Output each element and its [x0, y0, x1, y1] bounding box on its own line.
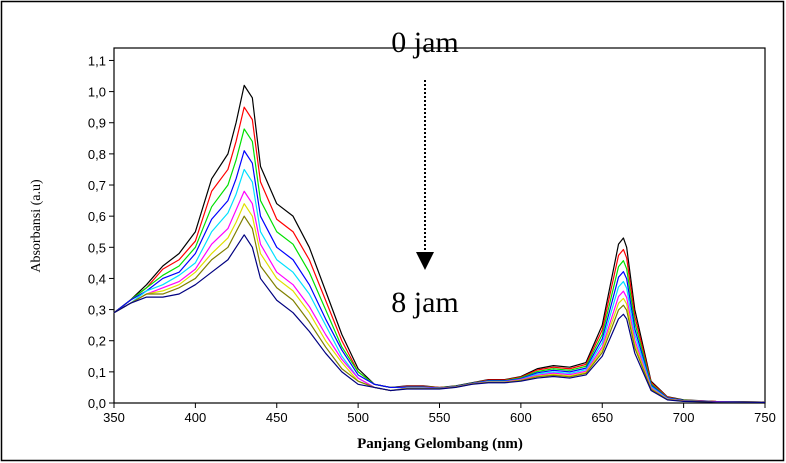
annotation: 0 jam [391, 26, 459, 59]
x-tick-label: 350 [103, 410, 125, 425]
spectrum-line [113, 106, 766, 403]
y-axis-title: Absorbansi (a.u) [29, 179, 44, 273]
x-tick-label: 550 [429, 410, 451, 425]
x-tick-label: 650 [591, 410, 613, 425]
plot-frame [113, 47, 766, 404]
x-tick-label: 450 [266, 410, 288, 425]
y-tick-label: 0,8 [88, 147, 106, 162]
spectrum-line [113, 234, 766, 403]
y-tick-label: 1,1 [88, 53, 106, 68]
plot-area: 0,0 0,1 0,2 0,3 0,4 0,5 0,6 0,7 0,8 0,9 1,0 1,1 350 4… [88, 53, 776, 425]
x-tick-label: 600 [510, 410, 532, 425]
y-tick-label: 1,0 [88, 85, 106, 100]
y-tick-label: 0,1 [88, 365, 106, 380]
y-tick-label: 0,2 [88, 334, 106, 349]
y-tick-label: 0,6 [88, 209, 106, 224]
y-tick-label: 0,9 [88, 116, 106, 131]
spectrum-line [113, 128, 766, 403]
x-tick-label: 500 [347, 410, 369, 425]
y-tick-label: 0,4 [88, 271, 106, 286]
x-tick-label: 750 [754, 410, 776, 425]
y-tick-label: 0,5 [88, 240, 106, 255]
x-tick-label: 400 [185, 410, 207, 425]
y-tick-label: 0,3 [88, 303, 106, 318]
x-axis-title: Panjang Gelombang (nm) [357, 436, 523, 452]
arrow-head [416, 252, 434, 270]
y-tick-label: 0,7 [88, 178, 106, 193]
annotation: 8 jam [391, 286, 459, 319]
x-tick-label: 700 [673, 410, 695, 425]
y-tick-label: 0,0 [88, 396, 106, 411]
spectrum-line [113, 150, 766, 403]
